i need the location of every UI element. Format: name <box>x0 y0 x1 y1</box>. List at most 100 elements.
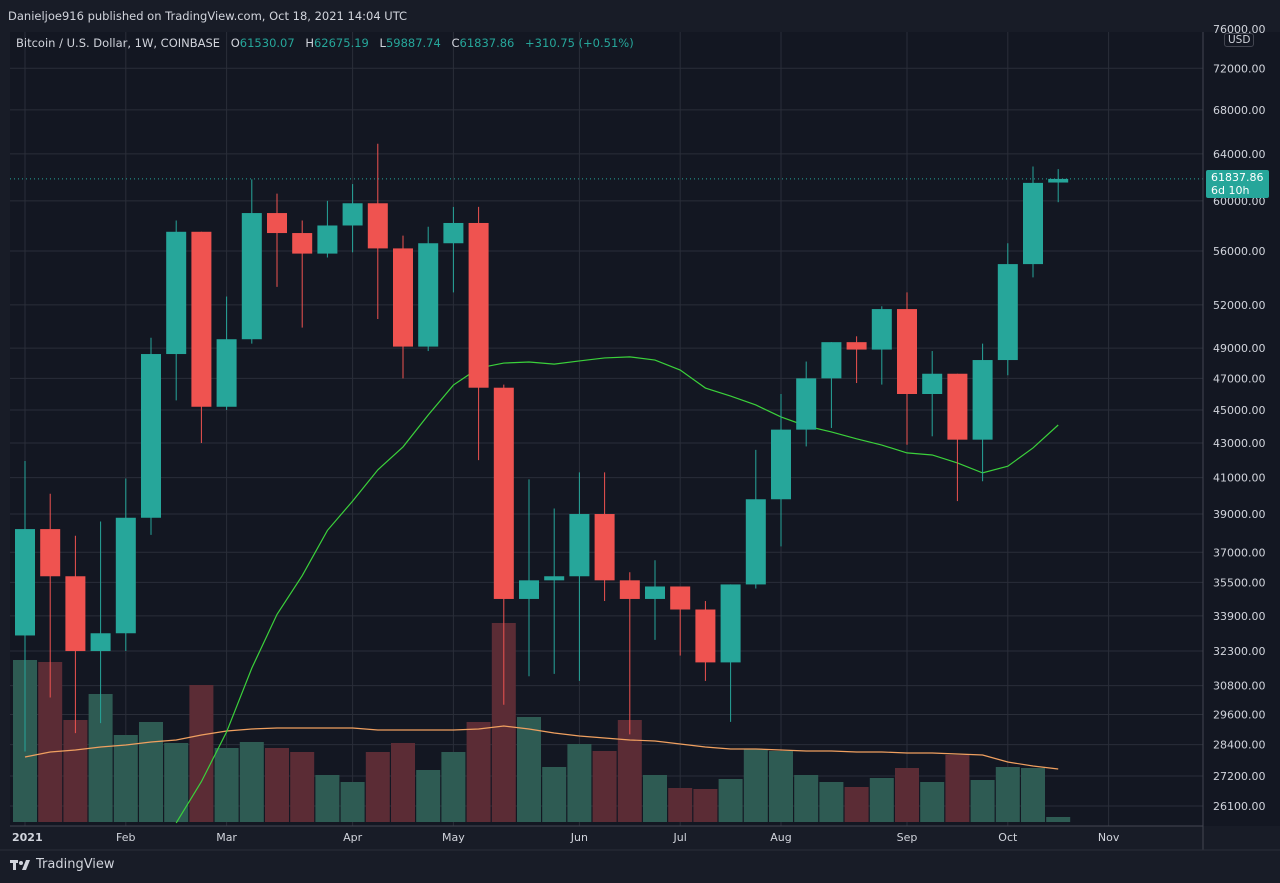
x-tick-label: Nov <box>1098 831 1120 844</box>
currency-button[interactable]: USD <box>1224 33 1255 47</box>
x-tick-label: May <box>442 831 465 844</box>
volume-bar <box>315 775 340 822</box>
tradingview-logo-icon <box>10 859 30 870</box>
y-tick-label: 41000.00 <box>1213 472 1266 485</box>
candle-body <box>670 586 691 610</box>
volume-bar <box>668 788 693 822</box>
candle-body <box>695 609 716 663</box>
y-tick-label: 32300.00 <box>1213 645 1266 658</box>
volume-bar <box>617 720 642 822</box>
candle-body <box>216 339 237 407</box>
x-tick-label: Jun <box>570 831 588 844</box>
candle-body <box>15 529 35 636</box>
volume-bar <box>743 749 768 822</box>
candle-body <box>468 222 489 388</box>
y-tick-label: 39000.00 <box>1213 508 1266 521</box>
x-tick-label: Jul <box>673 831 687 844</box>
y-tick-label: 28400.00 <box>1213 739 1266 752</box>
y-tick-label: 35500.00 <box>1213 576 1266 589</box>
candle-body <box>65 576 86 652</box>
y-tick-label: 47000.00 <box>1213 372 1266 385</box>
candle-body <box>569 514 590 577</box>
candle-body <box>493 387 514 599</box>
candle-body <box>115 517 136 634</box>
x-tick-label: Aug <box>770 831 791 844</box>
price-moving-average-line <box>175 356 1059 824</box>
y-tick-label: 56000.00 <box>1213 245 1266 258</box>
candle-body <box>141 354 161 518</box>
published-info: Danieljoe916 published on TradingView.co… <box>8 9 408 23</box>
x-tick-label: Apr <box>343 831 363 844</box>
volume-bar <box>340 782 365 822</box>
y-tick-label: 60000.00 <box>1213 195 1266 208</box>
volume-bar <box>643 775 667 822</box>
y-tick-label: 52000.00 <box>1213 299 1266 312</box>
volume-bar <box>895 768 919 822</box>
candle-body <box>972 360 993 440</box>
candle-body <box>594 514 615 581</box>
volume-bar <box>542 767 567 822</box>
low-label: L <box>379 36 386 50</box>
candle-body <box>922 373 943 395</box>
volume-bar <box>844 787 869 822</box>
low-value: 59887.74 <box>385 36 441 50</box>
volume-bar <box>139 722 163 822</box>
candle-body <box>443 222 464 244</box>
x-tick-label: Oct <box>998 831 1018 844</box>
plot-background <box>10 32 1280 826</box>
volume-bar <box>189 685 214 822</box>
volume-bar <box>416 770 441 822</box>
candle-body <box>997 264 1018 361</box>
volume-bar <box>290 752 315 822</box>
volume-bar <box>718 779 743 822</box>
volume-bar <box>1046 817 1071 822</box>
volume-bar <box>1021 768 1045 822</box>
volume-bar <box>365 752 390 822</box>
candle-body <box>1023 182 1043 265</box>
high-value: 62675.19 <box>313 36 369 50</box>
candle-body <box>771 429 791 500</box>
y-tick-label: 68000.00 <box>1213 104 1266 117</box>
candle-body <box>519 580 539 599</box>
candle-body <box>342 203 363 226</box>
candle-body <box>871 309 892 350</box>
bar-countdown: 6d 10h <box>1211 184 1250 197</box>
candle-body <box>720 584 741 663</box>
candle-body <box>947 373 968 440</box>
y-tick-label: 33900.00 <box>1213 610 1266 623</box>
candle-body <box>418 243 439 347</box>
volume-bar <box>769 751 793 822</box>
last-price-value: 61837.86 <box>1211 171 1264 184</box>
y-tick-label: 37000.00 <box>1213 546 1266 559</box>
volume-bar <box>970 780 995 822</box>
candle-body <box>544 576 565 581</box>
y-tick-label: 72000.00 <box>1213 62 1266 75</box>
last-price-label: 61837.86 6d 10h <box>1206 170 1269 198</box>
volume-bar <box>995 767 1020 822</box>
y-tick-label: 76000.00 <box>1213 23 1266 36</box>
candle-body <box>241 213 262 340</box>
volume-bar <box>441 752 466 822</box>
candle-body <box>1048 178 1069 183</box>
candle-body <box>267 213 287 234</box>
brand-name: TradingView <box>36 857 115 872</box>
candle-body <box>166 231 187 355</box>
candle-body <box>317 225 338 254</box>
candle-body <box>645 586 665 599</box>
y-tick-label: 30800.00 <box>1213 680 1266 693</box>
candle-body <box>821 342 842 379</box>
volume-bar <box>819 782 844 822</box>
y-tick-label: 45000.00 <box>1213 404 1266 417</box>
plot-area <box>10 32 1203 826</box>
candle-body <box>90 633 111 652</box>
y-tick-label: 64000.00 <box>1213 148 1266 161</box>
candle-body <box>796 378 817 430</box>
y-tick-label: 49000.00 <box>1213 342 1266 355</box>
x-tick-label: Feb <box>116 831 135 844</box>
close-value: 61837.86 <box>459 36 515 50</box>
x-tick-label: Sep <box>897 831 918 844</box>
volume-bar <box>693 789 718 822</box>
volume-bar <box>794 775 819 822</box>
footer-brand[interactable]: TradingView <box>10 857 115 872</box>
